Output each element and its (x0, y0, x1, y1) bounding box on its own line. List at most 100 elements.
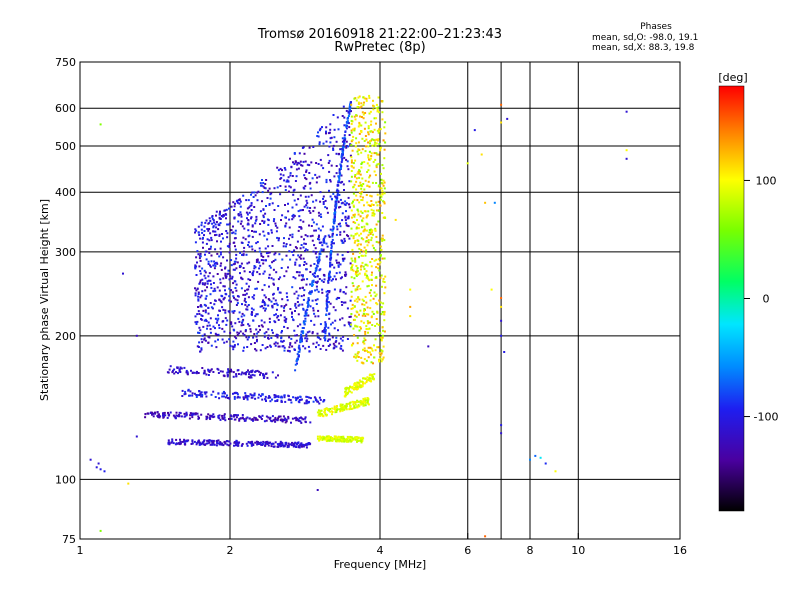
echo-point (377, 220, 380, 223)
echo-point (226, 259, 228, 262)
echo-point (335, 336, 338, 339)
echo-point (250, 442, 253, 445)
echo-point (344, 292, 347, 295)
echo-point (365, 325, 368, 328)
echo-point (358, 201, 361, 204)
echo-point (370, 139, 373, 142)
echo-point (244, 289, 246, 292)
echo-point (214, 248, 217, 251)
echo-point (350, 129, 353, 132)
echo-point (224, 267, 226, 270)
echo-point (214, 289, 217, 292)
echo-point (368, 377, 371, 380)
echo-point (267, 298, 270, 300)
echo-point (384, 217, 387, 219)
echo-point (216, 252, 219, 255)
echo-point (289, 243, 292, 246)
echo-point (283, 394, 286, 397)
echo-point (196, 394, 199, 397)
echo-point (338, 181, 341, 184)
echo-point (232, 231, 235, 234)
echo-point (234, 229, 237, 232)
echo-point (236, 331, 239, 334)
phase-statistics-title: Phases (640, 22, 672, 32)
echo-point (381, 118, 384, 121)
echo-point (368, 164, 371, 167)
echo-point (247, 369, 249, 372)
echo-point (360, 320, 363, 323)
echo-point (294, 310, 296, 312)
echo-point (314, 281, 317, 284)
echo-point (240, 262, 243, 265)
echo-point (354, 175, 356, 178)
echo-point (210, 414, 213, 417)
echo-point (374, 227, 377, 230)
echo-point (315, 229, 317, 232)
echo-point (288, 443, 291, 446)
echo-point (381, 164, 384, 167)
echo-point (283, 309, 286, 312)
echo-point (189, 412, 192, 415)
echo-point (359, 326, 362, 328)
echo-point (217, 442, 220, 445)
echo-point (267, 304, 270, 307)
echo-point (272, 220, 275, 223)
echo-point (330, 136, 333, 139)
echo-point (354, 353, 357, 356)
echo-point (235, 304, 238, 306)
echo-point (308, 210, 311, 212)
echo-point (223, 285, 226, 288)
echo-point (229, 442, 232, 445)
echo-point (345, 224, 348, 227)
echo-point (146, 412, 149, 415)
echo-point (317, 227, 320, 230)
echo-point (227, 397, 229, 399)
echo-point (346, 120, 349, 123)
echo-point (317, 131, 319, 134)
echo-point (218, 417, 221, 420)
echo-point (366, 349, 368, 352)
echo-point (314, 289, 317, 292)
echo-point (338, 261, 340, 264)
echo-point (259, 395, 262, 398)
echo-point (206, 228, 209, 230)
echo-point (313, 244, 316, 247)
echo-point (256, 443, 259, 446)
echo-point (197, 291, 200, 294)
echo-point (320, 412, 323, 415)
echo-point (194, 413, 197, 416)
echo-point (294, 363, 297, 366)
echo-point (360, 187, 363, 190)
echo-point (209, 317, 212, 320)
echo-point (371, 212, 374, 215)
echo-point (355, 265, 358, 267)
echo-point (317, 135, 320, 138)
echo-point (306, 202, 309, 205)
echo-point (377, 131, 380, 134)
echo-point (178, 443, 181, 446)
echo-point (370, 353, 372, 356)
echo-point (298, 303, 301, 306)
echo-point (348, 206, 351, 209)
echo-point (347, 168, 350, 171)
echo-point (345, 394, 348, 396)
echo-point (362, 397, 365, 400)
echo-point (333, 128, 336, 131)
echo-point (204, 304, 207, 307)
echo-point (343, 324, 346, 327)
echo-point (338, 169, 341, 172)
echo-point (253, 206, 256, 208)
echo-point (305, 262, 308, 265)
echo-point (310, 161, 313, 164)
echo-point (370, 200, 373, 202)
echo-point (307, 297, 310, 300)
echo-point (315, 285, 318, 288)
echo-point (330, 164, 333, 167)
echo-point (340, 437, 343, 439)
echo-point (270, 231, 273, 234)
echo-point (218, 397, 221, 400)
echo-point (239, 222, 242, 225)
echo-point (294, 334, 297, 337)
echo-point (374, 349, 377, 352)
echo-point (352, 192, 355, 195)
